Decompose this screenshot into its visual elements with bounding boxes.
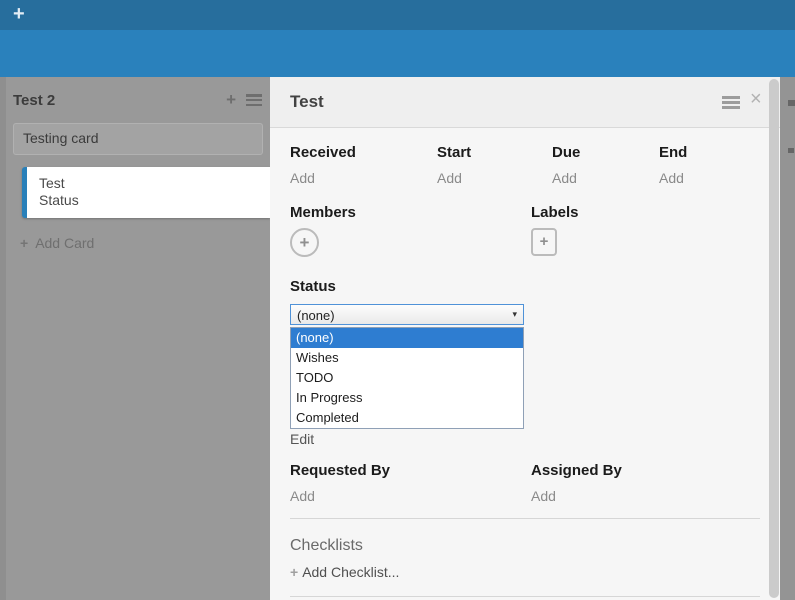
close-icon[interactable]: × [750,88,762,110]
board-canvas: Test 2 + Testing card Test Status + Add C… [0,77,795,600]
end-label: End [659,144,688,161]
plus-icon: + [290,564,299,580]
status-select[interactable]: (none) ▾ [290,304,524,325]
panel-scrollbar[interactable] [769,79,779,598]
status-option-in-progress[interactable]: In Progress [296,390,363,405]
labels-label: Labels [531,204,579,221]
list-menu-icon[interactable] [246,94,262,106]
list-test2: Test 2 + Testing card Test Status + Add C… [6,77,270,600]
received-label: Received [290,144,356,161]
add-board-icon[interactable]: + [13,3,25,25]
add-member-button[interactable]: + [290,228,319,257]
card-line-2: Status [39,192,79,208]
members-label: Members [290,204,356,221]
list-header-icons: + [226,90,262,109]
status-option-wishes[interactable]: Wishes [296,350,339,365]
list-title: Test 2 [13,92,56,109]
requested-by-label: Requested By [290,462,391,479]
add-card-label: Add Card [35,235,95,251]
card-test-status-selected[interactable]: Test Status [22,167,270,218]
status-option-todo[interactable]: TODO [296,370,334,385]
hamburger-menu-icon[interactable] [722,96,740,109]
checklists-title: Checklists [290,537,363,554]
card-detail-title: Test [290,92,324,111]
start-add-link[interactable]: Add [437,170,462,186]
add-checklist-button[interactable]: + Add Checklist... [290,564,399,580]
card-line-1: Test [39,175,65,191]
list-header: Test 2 + [6,77,270,117]
plus-icon: + [20,235,29,251]
requested-by-add-link[interactable]: Add [290,488,315,504]
card-testing-card[interactable]: Testing card [13,123,263,155]
add-checklist-label: Add Checklist... [302,564,400,580]
section-divider [290,596,760,597]
status-edit-link[interactable]: Edit [290,431,315,447]
assigned-by-add-link[interactable]: Add [531,488,556,504]
list-add-card-icon[interactable]: + [226,90,236,109]
board-overflow-fragment [788,148,794,153]
end-add-link[interactable]: Add [659,170,684,186]
add-card-button[interactable]: + Add Card [20,235,94,251]
status-dropdown-list: (none) Wishes TODO In Progress Completed [290,327,524,429]
board-right-strip [780,77,795,600]
top-navbar: + [0,0,795,30]
board-header-bar [0,30,795,77]
chevron-down-icon: ▾ [512,309,517,319]
add-label-button[interactable]: + [531,228,557,256]
due-add-link[interactable]: Add [552,170,577,186]
status-option-none[interactable]: (none) [291,328,523,348]
start-label: Start [437,144,472,161]
assigned-by-label: Assigned By [531,462,622,479]
status-option-completed[interactable]: Completed [296,410,359,425]
received-add-link[interactable]: Add [290,170,315,186]
card-detail-panel: Test × Received Start Due End Add Add Ad… [270,77,780,600]
section-divider [290,518,760,519]
status-label: Status [290,278,336,295]
board-overflow-fragment [788,100,795,106]
due-label: Due [552,144,581,161]
card-detail-header: Test × [270,77,780,128]
status-selected-value: (none) [297,308,335,323]
